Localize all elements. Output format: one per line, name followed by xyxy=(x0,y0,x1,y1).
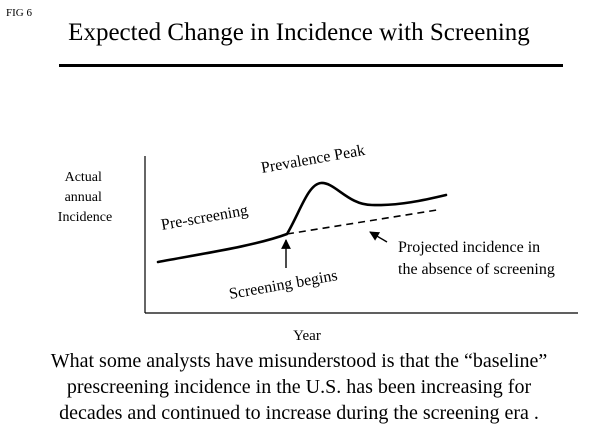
y-axis-label: Actual annual Incidence xyxy=(58,170,112,225)
y-axis-label-line-1: Actual xyxy=(65,170,102,185)
actual-incidence-curve xyxy=(156,181,448,264)
screening-begins-label: Screening begins xyxy=(228,267,339,303)
y-axis-label-line-2: annual xyxy=(65,190,102,205)
figure-label: FIG 6 xyxy=(6,7,32,19)
projected-incidence-label: Projected incidence in the absence of sc… xyxy=(398,239,555,278)
projected-incidence-line xyxy=(286,209,438,235)
projected-incidence-arrow xyxy=(369,231,388,243)
caption-line-1: What some analysts have misunderstood is… xyxy=(50,350,548,372)
title-underline xyxy=(59,64,563,67)
pre-screening-label: Pre-screening xyxy=(160,202,250,234)
page-title: Expected Change in Incidence with Screen… xyxy=(68,19,530,46)
prevalence-peak-label: Prevalence Peak xyxy=(260,142,367,177)
caption: What some analysts have misunderstood is… xyxy=(0,348,598,426)
caption-line-3: decades and continued to increase during… xyxy=(59,402,539,424)
y-axis-label-line-3: Incidence xyxy=(58,210,112,225)
caption-line-2: prescreening incidence in the U.S. has b… xyxy=(66,376,532,398)
projected-label-line-2: the absence of screening xyxy=(398,261,555,278)
projected-label-line-1: Projected incidence in xyxy=(398,239,540,256)
x-axis-label: Year xyxy=(293,328,321,344)
